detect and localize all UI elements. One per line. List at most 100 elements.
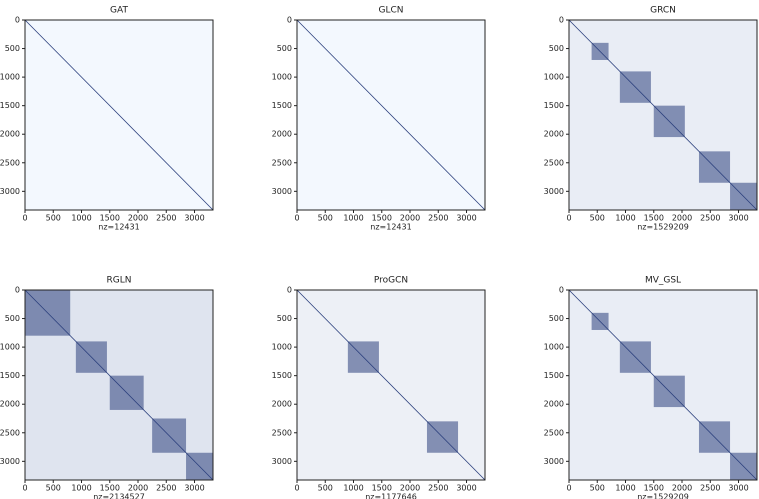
y-tick-label: 2000 [544, 130, 564, 139]
x-tick-label: 0 [22, 484, 27, 493]
y-tick-label: 500 [277, 314, 292, 323]
x-tick-label: 1000 [343, 214, 363, 223]
y-tick-label: 3000 [0, 457, 20, 466]
y-tick-label: 500 [277, 44, 292, 53]
y-tick-label: 2000 [0, 400, 20, 409]
x-tick-label: 1000 [71, 484, 91, 493]
y-tick-label: 1500 [272, 101, 292, 110]
y-tick-label: 3000 [272, 187, 292, 196]
x-tick-label: 2500 [156, 214, 176, 223]
x-tick-label: 1500 [372, 484, 392, 493]
y-tick-label: 0 [15, 286, 20, 295]
y-tick-label: 3000 [544, 457, 564, 466]
y-tick-label: 3000 [544, 187, 564, 196]
y-tick-label: 500 [5, 44, 20, 53]
x-tick-label: 1500 [372, 214, 392, 223]
y-tick-label: 500 [5, 314, 20, 323]
x-tick-label: 1500 [100, 214, 120, 223]
plot-frame [568, 289, 758, 481]
diagonal [296, 289, 486, 481]
x-tick-label: 2500 [700, 484, 720, 493]
x-tick-label: 3000 [728, 214, 748, 223]
x-tick-label: 0 [294, 214, 299, 223]
y-tick-label: 1500 [0, 101, 20, 110]
x-tick-label: 2500 [428, 484, 448, 493]
x-tick-label: 3000 [184, 214, 204, 223]
x-axis-label: nz=1177646 [365, 493, 417, 499]
x-tick-label: 500 [318, 214, 333, 223]
plot-frame [296, 19, 486, 211]
y-tick-label: 2500 [272, 428, 292, 437]
x-tick-label: 3000 [456, 214, 476, 223]
x-tick-label: 2000 [400, 214, 420, 223]
y-tick-label: 1500 [544, 101, 564, 110]
x-tick-label: 3000 [728, 484, 748, 493]
x-tick-label: 2500 [156, 484, 176, 493]
y-tick-label: 500 [549, 44, 564, 53]
x-tick-label: 2000 [128, 214, 148, 223]
x-tick-label: 3000 [456, 484, 476, 493]
y-tick-label: 2500 [0, 428, 20, 437]
y-tick-label: 0 [15, 16, 20, 25]
x-tick-label: 2000 [128, 484, 148, 493]
plot-frame [24, 19, 214, 211]
y-tick-label: 2000 [272, 130, 292, 139]
chart-title: MV_GSL [645, 276, 681, 286]
chart-title: ProGCN [374, 276, 408, 286]
y-tick-label: 1000 [544, 73, 564, 82]
x-tick-label: 0 [294, 484, 299, 493]
x-axis-label: nz=2134527 [93, 493, 145, 499]
x-tick-label: 2500 [428, 214, 448, 223]
x-tick-label: 0 [566, 484, 571, 493]
x-tick-label: 500 [318, 484, 333, 493]
x-tick-label: 2000 [672, 484, 692, 493]
x-tick-label: 500 [46, 484, 61, 493]
x-tick-label: 1500 [100, 484, 120, 493]
x-tick-label: 0 [566, 214, 571, 223]
x-tick-label: 500 [590, 484, 605, 493]
chart-title: GAT [110, 6, 128, 16]
x-tick-label: 1500 [644, 484, 664, 493]
y-tick-label: 1500 [272, 371, 292, 380]
x-axis-label: nz=1529209 [637, 493, 689, 499]
x-tick-label: 1000 [71, 214, 91, 223]
plot-frame [24, 289, 214, 481]
y-tick-label: 500 [549, 314, 564, 323]
plot-frame [296, 289, 486, 481]
y-tick-label: 0 [287, 286, 292, 295]
y-tick-label: 1000 [272, 343, 292, 352]
y-tick-label: 3000 [0, 187, 20, 196]
x-tick-label: 1500 [644, 214, 664, 223]
x-tick-label: 0 [22, 214, 27, 223]
y-tick-label: 2000 [544, 400, 564, 409]
y-tick-label: 1000 [272, 73, 292, 82]
y-tick-label: 0 [559, 16, 564, 25]
x-tick-label: 1000 [615, 214, 635, 223]
x-tick-label: 3000 [184, 484, 204, 493]
diagonal [568, 289, 758, 481]
y-tick-label: 2000 [272, 400, 292, 409]
chart-title: RGLN [107, 276, 132, 286]
plot-frame [568, 19, 758, 211]
diagonal [296, 19, 486, 211]
x-tick-label: 2500 [700, 214, 720, 223]
x-axis-label: nz=12431 [98, 223, 139, 232]
x-tick-label: 500 [46, 214, 61, 223]
diagonal [24, 289, 214, 481]
y-tick-label: 2500 [544, 158, 564, 167]
chart-title: GRCN [650, 6, 676, 16]
x-tick-label: 2000 [672, 214, 692, 223]
y-tick-label: 0 [559, 286, 564, 295]
chart-title: GLCN [378, 6, 403, 16]
diagonal [24, 19, 214, 211]
x-tick-label: 500 [590, 214, 605, 223]
diagonal [568, 19, 758, 211]
x-tick-label: 1000 [615, 484, 635, 493]
x-tick-label: 1000 [343, 484, 363, 493]
y-tick-label: 2500 [544, 428, 564, 437]
x-axis-label: nz=12431 [370, 223, 411, 232]
y-tick-label: 0 [287, 16, 292, 25]
y-tick-label: 2000 [0, 130, 20, 139]
y-tick-label: 1000 [0, 73, 20, 82]
